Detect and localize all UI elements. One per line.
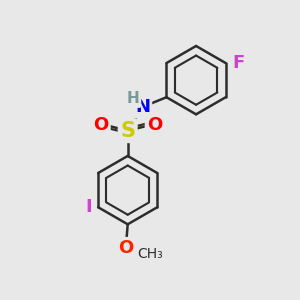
Text: O: O: [118, 239, 134, 257]
Text: I: I: [85, 198, 92, 216]
Text: H: H: [127, 91, 140, 106]
Text: O: O: [93, 116, 109, 134]
Text: S: S: [120, 121, 135, 141]
Text: F: F: [232, 54, 244, 72]
Text: CH₃: CH₃: [137, 247, 163, 261]
Text: O: O: [147, 116, 162, 134]
Text: N: N: [135, 98, 150, 116]
